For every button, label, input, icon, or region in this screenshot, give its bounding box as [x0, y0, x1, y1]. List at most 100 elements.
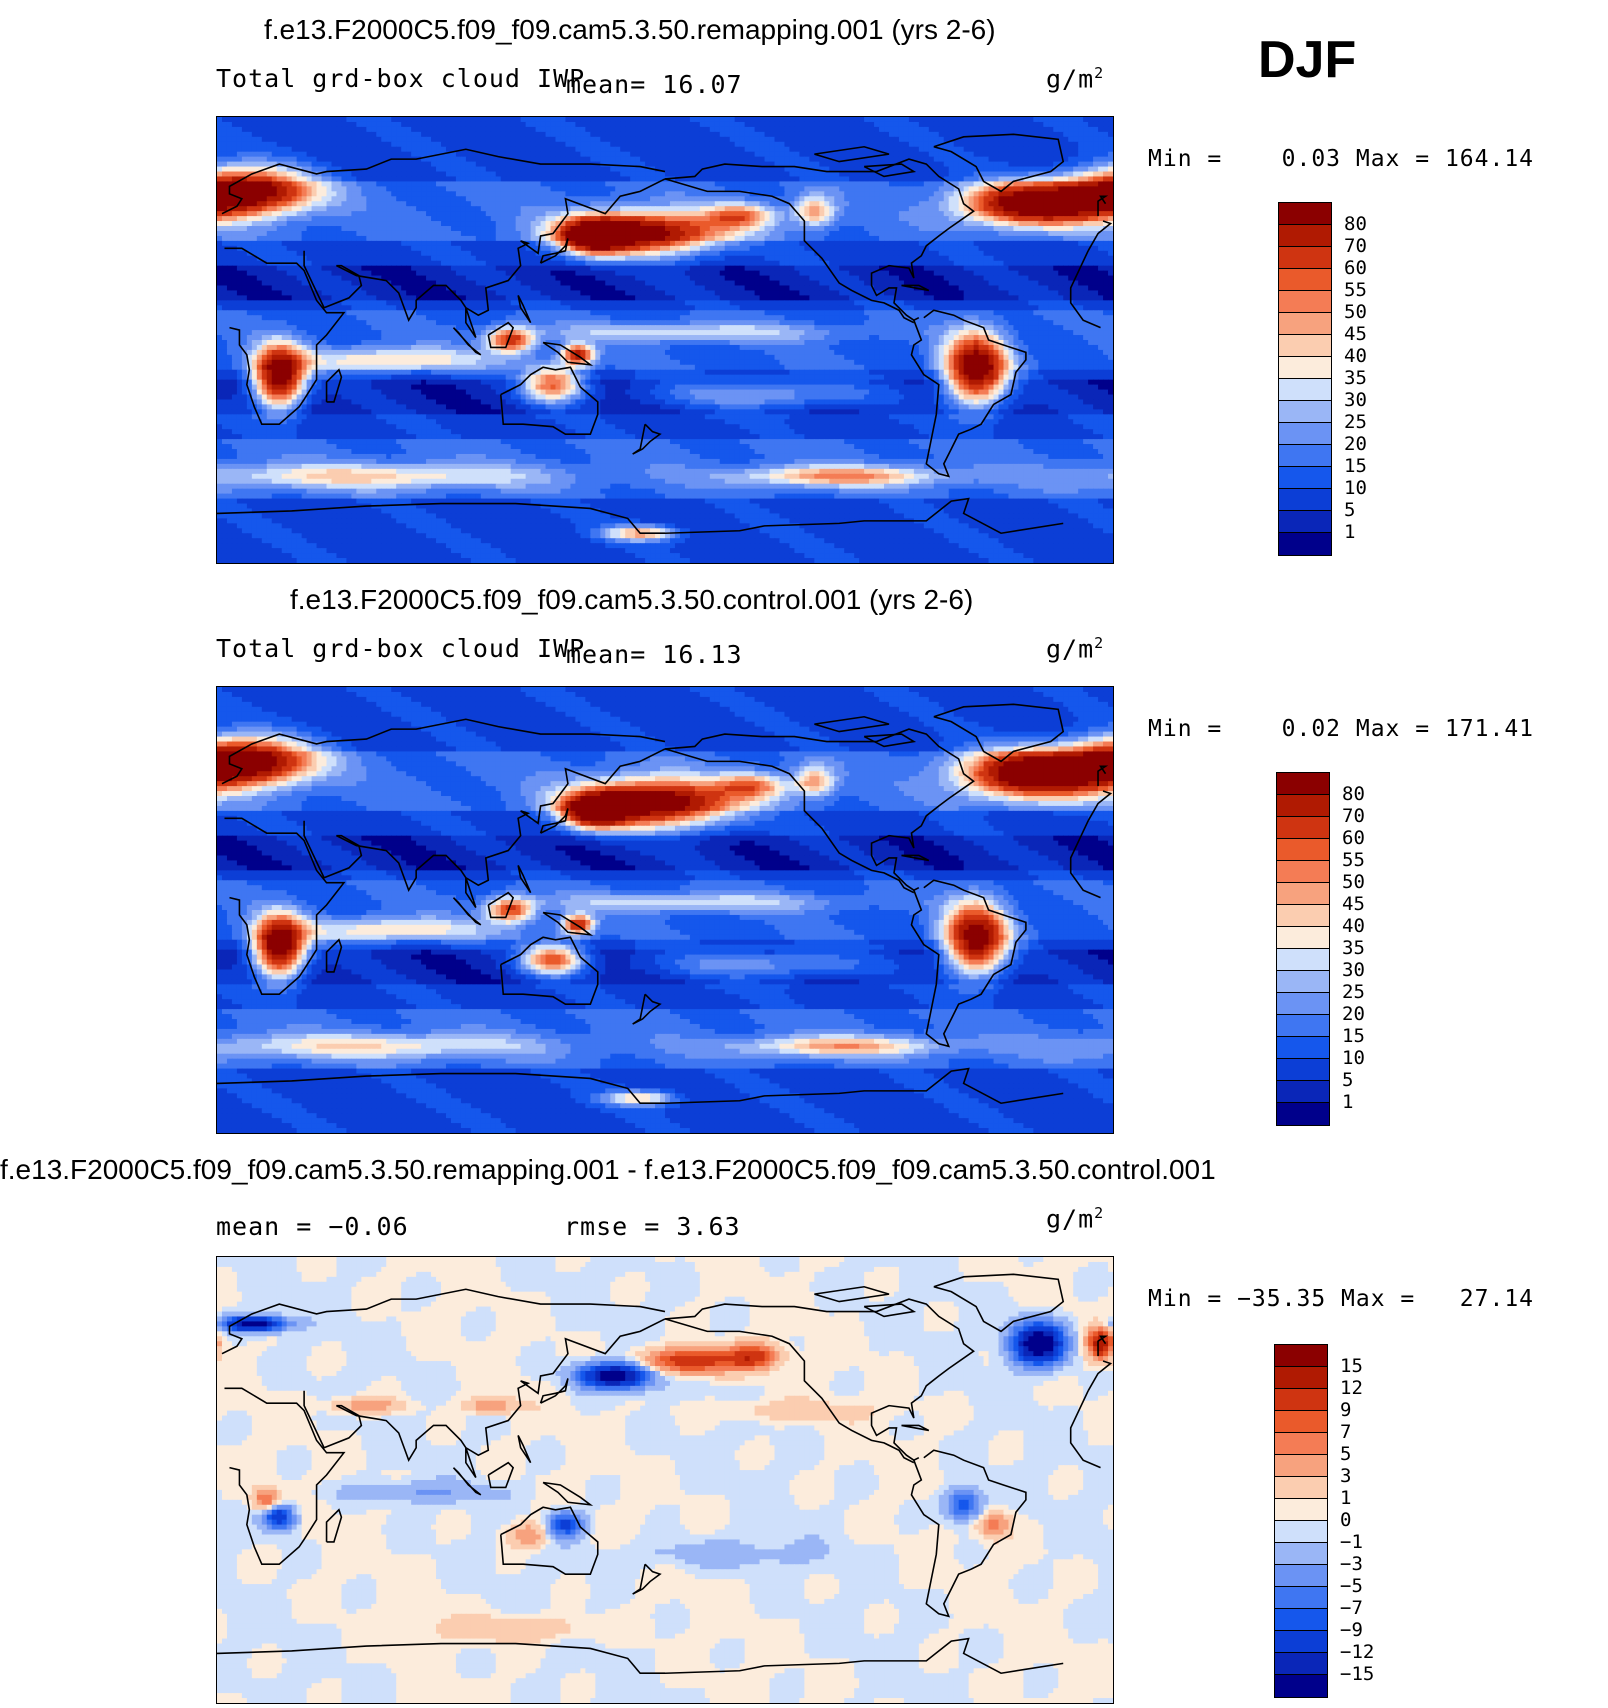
colorbar-cell — [1275, 1565, 1327, 1587]
colorbar-cell — [1275, 1499, 1327, 1521]
colorbar-tick-label: 40 — [1344, 347, 1367, 366]
colorbar-tick-label: 20 — [1342, 1005, 1365, 1024]
panel-3-units: g/m2 — [1046, 1204, 1104, 1233]
colorbar-tick-label: −7 — [1340, 1599, 1363, 1618]
panel-3-rmse: rmse = 3.63 — [564, 1212, 741, 1241]
panel-1-variable-label: Total grd-box cloud IWP — [216, 64, 585, 93]
colorbar-cell — [1279, 247, 1331, 269]
colorbar-cell — [1277, 817, 1329, 839]
colorbar-tick-label: 25 — [1344, 413, 1367, 432]
season-label: DJF — [1258, 30, 1356, 90]
colorbar-tick-label: 10 — [1342, 1049, 1365, 1068]
colorbar-tick-label: 5 — [1342, 1071, 1353, 1090]
colorbar-tick-label: 40 — [1342, 917, 1365, 936]
colorbar-cell — [1279, 423, 1331, 445]
colorbar-cell — [1275, 1587, 1327, 1609]
colorbar-cell — [1279, 335, 1331, 357]
colorbar-cell — [1275, 1521, 1327, 1543]
colorbar-tick-label: 1 — [1342, 1093, 1353, 1112]
colorbar-cell — [1279, 467, 1331, 489]
colorbar-cell — [1279, 269, 1331, 291]
field-cells — [217, 117, 1113, 563]
colorbar-box — [1274, 1344, 1328, 1698]
colorbar-cell — [1275, 1477, 1327, 1499]
colorbar-cell — [1277, 773, 1329, 795]
colorbar-cell — [1275, 1631, 1327, 1653]
colorbar-cell — [1279, 511, 1331, 533]
colorbar-cell — [1277, 839, 1329, 861]
panel-2-minmax: Min = 0.02 Max = 171.41 — [1148, 716, 1534, 742]
colorbar-cell — [1277, 1015, 1329, 1037]
panel-1-minmax: Min = 0.03 Max = 164.14 — [1148, 146, 1534, 172]
colorbar-tick-label: 5 — [1340, 1445, 1351, 1464]
panel-2-map — [216, 686, 1114, 1134]
panel-2-variable-label: Total grd-box cloud IWP — [216, 634, 585, 663]
colorbar-cell — [1275, 1543, 1327, 1565]
colorbar-cell — [1277, 927, 1329, 949]
colorbar-cell — [1275, 1389, 1327, 1411]
colorbar-cell — [1277, 1081, 1329, 1103]
colorbar-cell — [1279, 445, 1331, 467]
colorbar-tick-label: −12 — [1340, 1643, 1374, 1662]
colorbar-cell — [1275, 1345, 1327, 1367]
colorbar-cell — [1279, 313, 1331, 335]
colorbar-tick-label: 70 — [1342, 807, 1365, 826]
colorbar-tick-label: 35 — [1344, 369, 1367, 388]
colorbar-cell — [1275, 1609, 1327, 1631]
panel-2-units: g/m2 — [1046, 634, 1104, 663]
colorbar-tick-label: 60 — [1344, 259, 1367, 278]
colorbar-tick-label: −5 — [1340, 1577, 1363, 1596]
colorbar-cell — [1277, 949, 1329, 971]
colorbar-tick-label: −9 — [1340, 1621, 1363, 1640]
panel-1-title: f.e13.F2000C5.f09_f09.cam5.3.50.remappin… — [264, 14, 996, 46]
panel-3-map — [216, 1256, 1114, 1704]
colorbar-tick-label: 35 — [1342, 939, 1365, 958]
colorbar-tick-label: 10 — [1344, 479, 1367, 498]
colorbar-tick-label: 55 — [1344, 281, 1367, 300]
colorbar-tick-label: 30 — [1342, 961, 1365, 980]
colorbar-cell — [1279, 203, 1331, 225]
panel-1-map — [216, 116, 1114, 564]
colorbar-tick-label: 80 — [1342, 785, 1365, 804]
panel-3-minmax: Min = −35.35 Max = 27.14 — [1148, 1286, 1534, 1312]
colorbar-tick-label: 50 — [1342, 873, 1365, 892]
colorbar-tick-label: 3 — [1340, 1467, 1351, 1486]
colorbar-tick-label: 30 — [1344, 391, 1367, 410]
colorbar-cell — [1275, 1455, 1327, 1477]
colorbar-cell — [1277, 861, 1329, 883]
colorbar-tick-label: 12 — [1340, 1379, 1363, 1398]
colorbar-cell — [1279, 357, 1331, 379]
colorbar-cell — [1275, 1411, 1327, 1433]
colorbar-tick-label: −3 — [1340, 1555, 1363, 1574]
colorbar-tick-label: 15 — [1342, 1027, 1365, 1046]
colorbar-cell — [1279, 379, 1331, 401]
colorbar-cell — [1277, 905, 1329, 927]
colorbar-cell — [1279, 533, 1331, 555]
colorbar-tick-label: 20 — [1344, 435, 1367, 454]
colorbar-cell — [1277, 1059, 1329, 1081]
panel-2-title: f.e13.F2000C5.f09_f09.cam5.3.50.control.… — [290, 584, 973, 616]
colorbar-tick-label: 45 — [1344, 325, 1367, 344]
colorbar-tick-label: 1 — [1344, 523, 1355, 542]
colorbar-tick-label: 60 — [1342, 829, 1365, 848]
field-cells — [217, 1257, 1113, 1703]
colorbar-tick-label: 50 — [1344, 303, 1367, 322]
colorbar-tick-label: 15 — [1344, 457, 1367, 476]
colorbar-cell — [1275, 1367, 1327, 1389]
colorbar-tick-label: 1 — [1340, 1489, 1351, 1508]
panel-1-mean: mean= 16.07 — [566, 70, 743, 99]
colorbar-tick-label: −15 — [1340, 1665, 1374, 1684]
colorbar-tick-label: 5 — [1344, 501, 1355, 520]
panel-1-map-svg — [217, 117, 1113, 563]
panel-3-map-svg — [217, 1257, 1113, 1703]
colorbar-tick-label: 45 — [1342, 895, 1365, 914]
colorbar-box — [1278, 202, 1332, 556]
colorbar-cell — [1277, 1103, 1329, 1125]
colorbar-tick-label: 15 — [1340, 1357, 1363, 1376]
colorbar-cell — [1275, 1433, 1327, 1455]
panel-3-mean: mean = −0.06 — [216, 1212, 409, 1241]
colorbar-cell — [1277, 1037, 1329, 1059]
colorbar-tick-label: 0 — [1340, 1511, 1351, 1530]
colorbar-cell — [1275, 1653, 1327, 1675]
colorbar-cell — [1279, 401, 1331, 423]
